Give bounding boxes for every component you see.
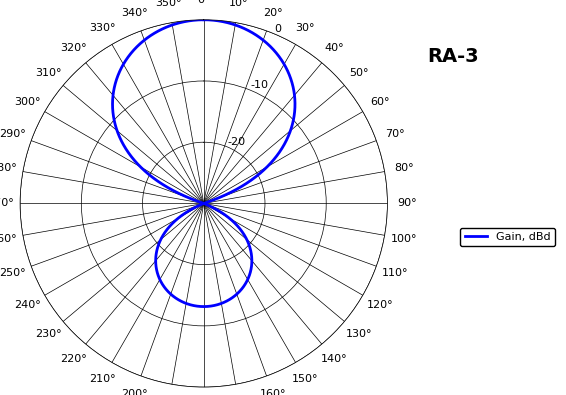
Text: RA-3: RA-3 bbox=[427, 47, 479, 66]
Legend: Gain, dBd: Gain, dBd bbox=[460, 228, 555, 246]
